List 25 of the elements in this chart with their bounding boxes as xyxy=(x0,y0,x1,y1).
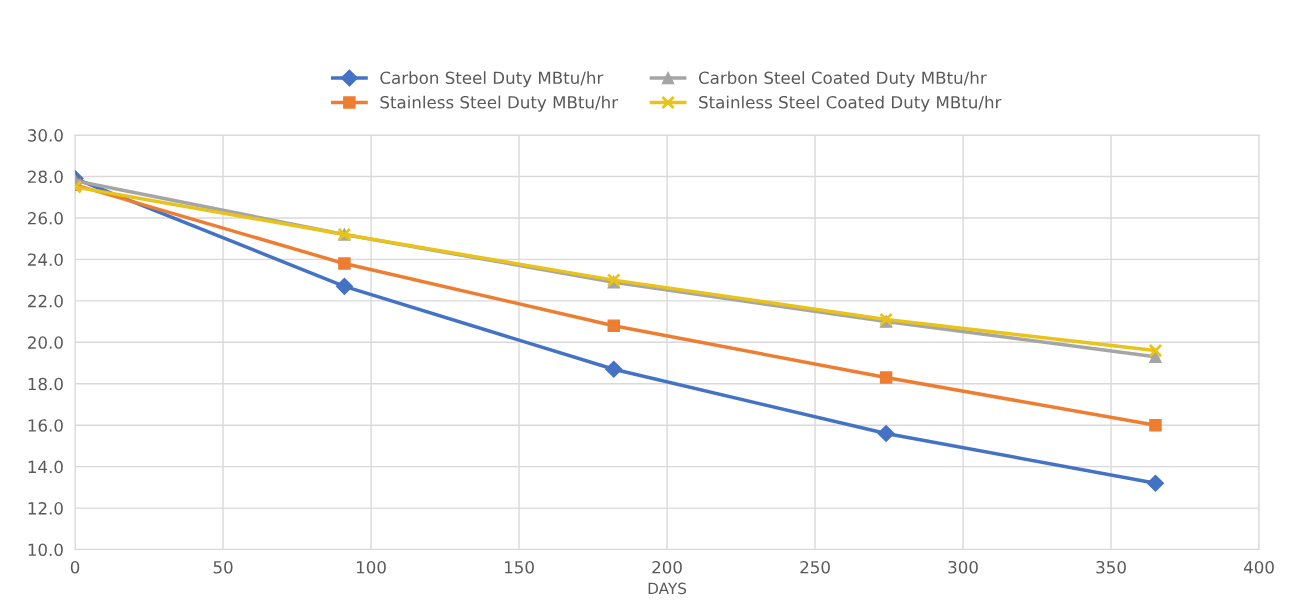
legend-label: Stainless Steel Duty MBtu/hr xyxy=(380,95,619,112)
x-tick-label: 150 xyxy=(504,560,534,574)
legend-label: Carbon Steel Duty MBtu/hr xyxy=(380,71,604,88)
y-tick-label: 14.0 xyxy=(28,460,63,474)
x-tick-label: 350 xyxy=(1096,560,1126,574)
y-tick-label: 10.0 xyxy=(28,543,63,557)
x-tick-label: 300 xyxy=(948,560,978,574)
x-tick-label: 250 xyxy=(800,560,830,574)
x-tick-label: 50 xyxy=(213,560,233,574)
legend-label: Carbon Steel Coated Duty MBtu/hr xyxy=(698,71,987,88)
y-tick-label: 20.0 xyxy=(28,336,63,349)
y-tick-label: 30.0 xyxy=(28,129,63,142)
y-tick-label: 28.0 xyxy=(28,170,63,184)
x-axis-title: DAYS xyxy=(648,582,687,595)
legend-label: Stainless Steel Coated Duty MBtu/hr xyxy=(699,95,1002,112)
y-tick-label: 26.0 xyxy=(28,211,63,225)
y-tick-label: 18.0 xyxy=(28,377,63,391)
x-tick-label: 0 xyxy=(70,560,80,574)
x-tick-label: 400 xyxy=(1243,560,1274,574)
y-tick-label: 12.0 xyxy=(28,502,63,515)
x-tick-label: 200 xyxy=(652,560,682,574)
y-tick-label: 22.0 xyxy=(28,294,63,308)
x-tick-label: 100 xyxy=(356,560,386,574)
y-tick-label: 16.0 xyxy=(28,419,63,432)
y-tick-label: 24.0 xyxy=(28,253,63,266)
